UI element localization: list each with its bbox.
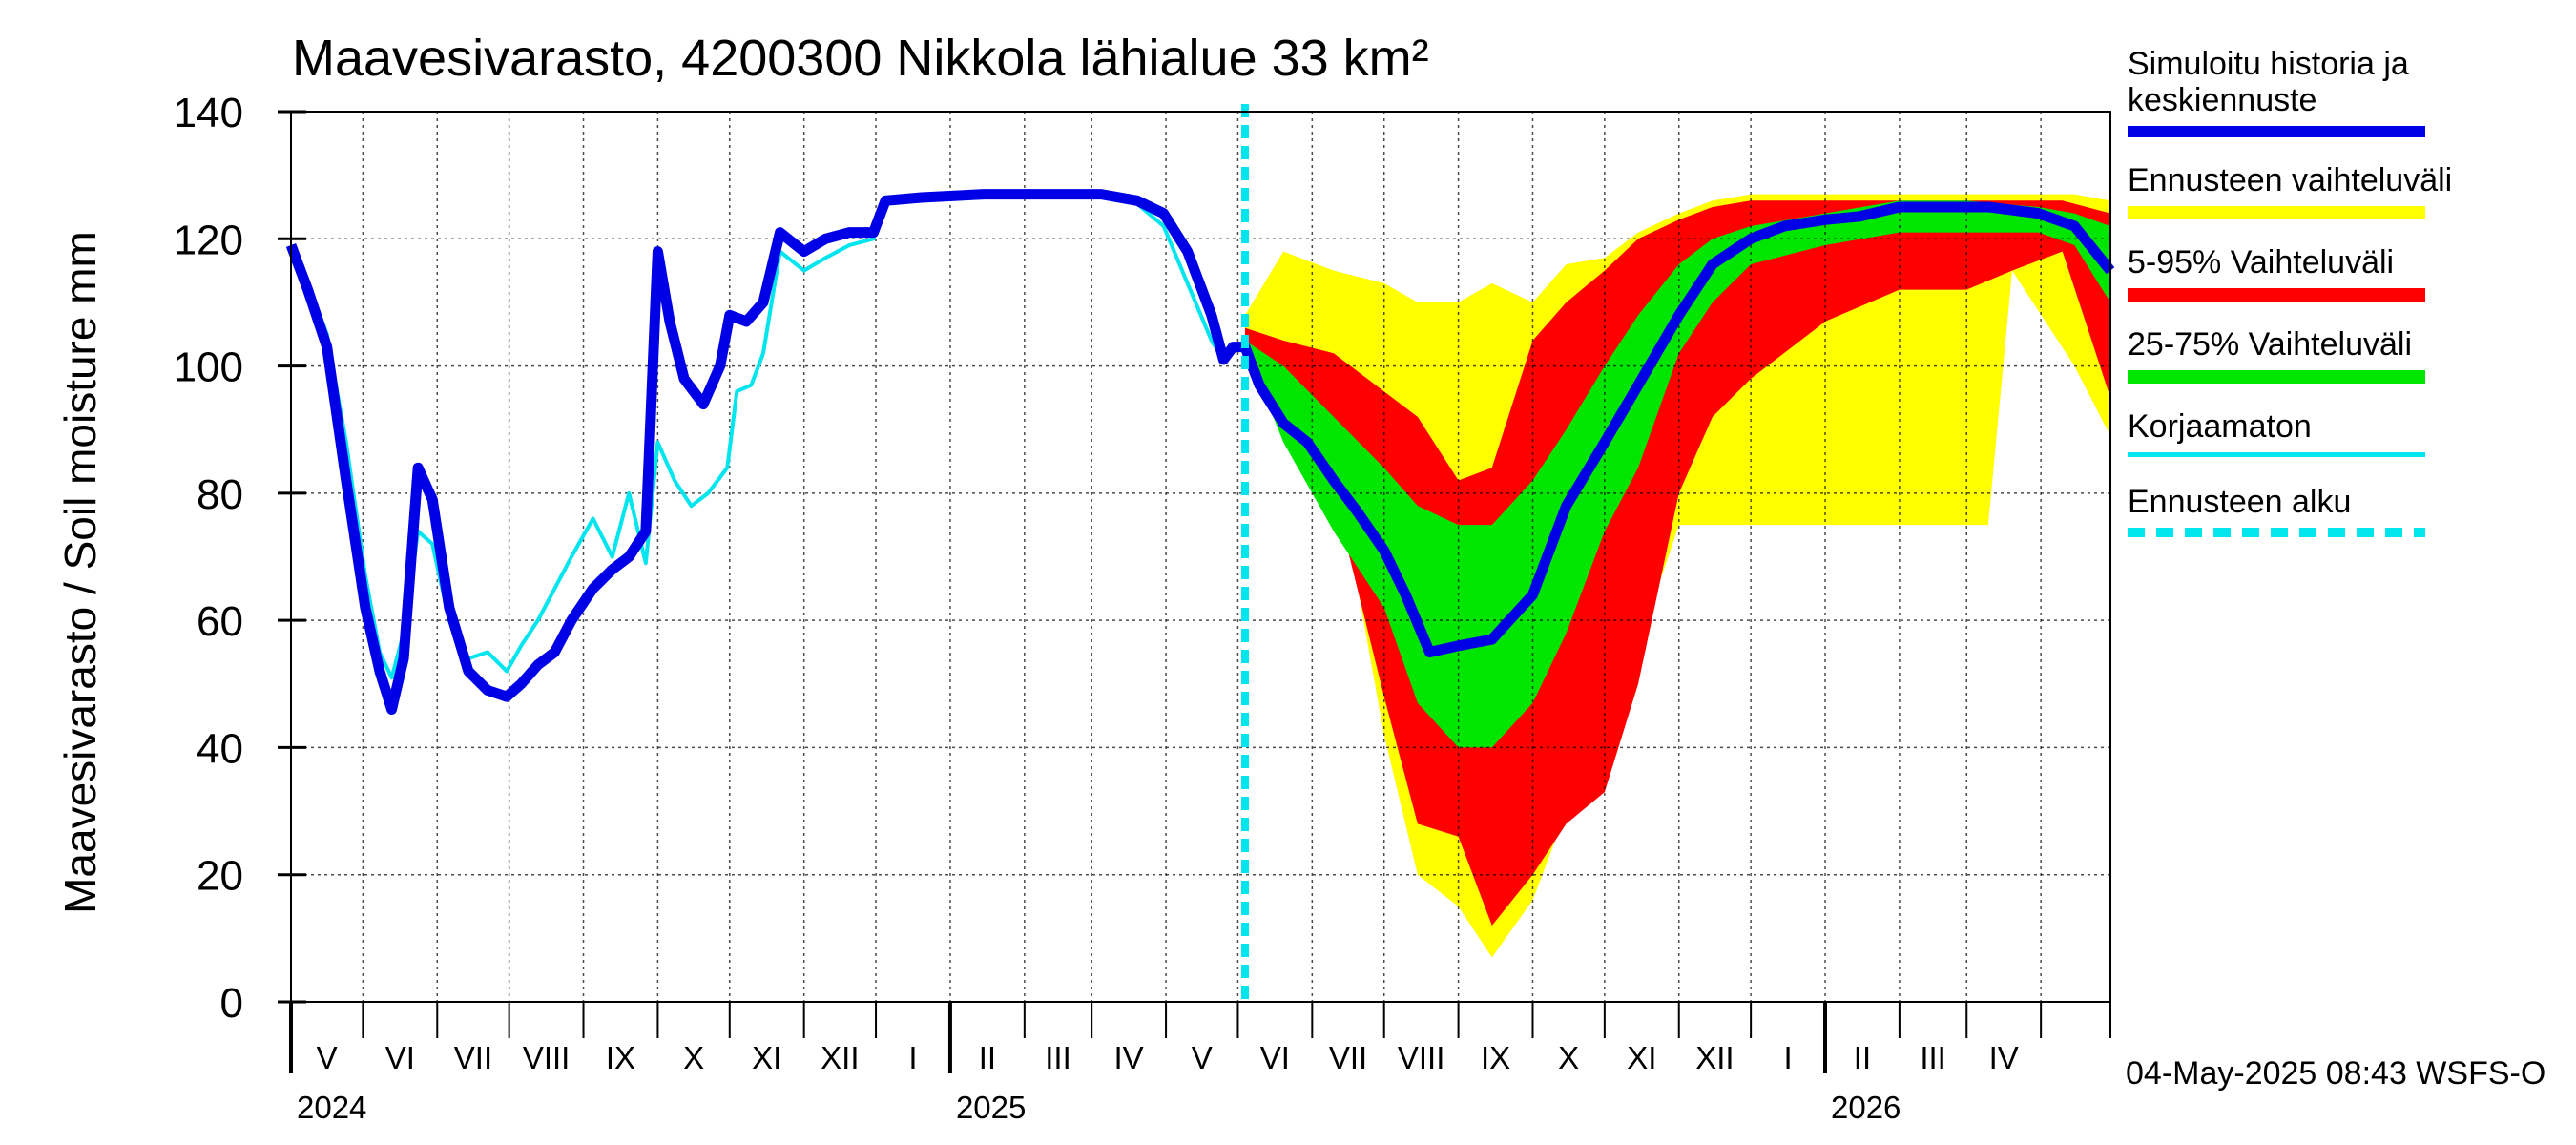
legend-label-forecast-start: Ennusteen alku (2128, 484, 2352, 520)
y-tick-label: 140 (174, 90, 243, 136)
month-label: IV (1989, 1040, 2019, 1075)
legend-swatch-25-75 (2128, 370, 2425, 384)
legend-label-range: Ennusteen vaihteluväli (2128, 162, 2453, 198)
y-tick-label: 100 (174, 344, 243, 391)
y-tick-label: 120 (174, 217, 243, 263)
month-label: VIII (523, 1040, 571, 1075)
legend-item-uncorrected: Korjaamaton (2128, 408, 2566, 457)
month-label: X (683, 1040, 704, 1075)
legend-label-25-75: 25-75% Vaihteluväli (2128, 326, 2412, 363)
legend-item-forecast-start: Ennusteen alku (2128, 484, 2566, 537)
y-tick-label: 0 (220, 980, 243, 1027)
month-label: VIII (1398, 1040, 1445, 1075)
timestamp: 04-May-2025 08:43 WSFS-O (2126, 1055, 2546, 1092)
month-label: I (1783, 1040, 1792, 1075)
legend-swatch-mean (2128, 126, 2425, 137)
legend-item-range: Ennusteen vaihteluväli (2128, 162, 2566, 219)
month-label: XII (1695, 1040, 1734, 1075)
month-label: I (908, 1040, 917, 1075)
month-label: V (1192, 1040, 1213, 1075)
y-tick-label: 80 (197, 471, 243, 518)
legend-swatch-uncorrected (2128, 452, 2425, 457)
y-tick-label: 40 (197, 725, 243, 772)
month-label: XI (1627, 1040, 1656, 1075)
month-label: X (1558, 1040, 1579, 1075)
mean-series-line (285, 189, 2115, 715)
month-label: IV (1114, 1040, 1144, 1075)
legend: Simuloitu historia ja keskiennuste Ennus… (2128, 46, 2566, 537)
month-label: III (1920, 1040, 1946, 1075)
legend-label-mean: Simuloitu historia ja keskiennuste (2128, 46, 2409, 118)
grid-layer (291, 112, 2110, 1002)
month-label: XII (821, 1040, 859, 1075)
month-label: VI (385, 1040, 415, 1075)
year-label: 2025 (956, 1090, 1026, 1125)
month-label: XI (752, 1040, 781, 1075)
month-label: III (1045, 1040, 1071, 1075)
month-label: IX (1481, 1040, 1510, 1075)
band-25-75 (1244, 200, 2110, 748)
legend-item-5-95: 5-95% Vaihteluväli (2128, 244, 2566, 302)
legend-label-5-95: 5-95% Vaihteluväli (2128, 244, 2395, 281)
legend-item-mean: Simuloitu historia ja keskiennuste (2128, 46, 2566, 137)
plot-frame (290, 111, 2111, 1003)
month-label: II (979, 1040, 996, 1075)
chart-title: Maavesivarasto, 4200300 Nikkola lähialue… (292, 30, 1429, 87)
bands-layer (1244, 194, 2110, 958)
month-label: II (1854, 1040, 1871, 1075)
month-label: V (317, 1040, 338, 1075)
month-label: VII (454, 1040, 492, 1075)
legend-swatch-range (2128, 206, 2425, 219)
month-label: VI (1260, 1040, 1290, 1075)
legend-item-25-75: 25-75% Vaihteluväli (2128, 326, 2566, 384)
legend-label-uncorrected: Korjaamaton (2128, 408, 2312, 445)
month-label: IX (606, 1040, 635, 1075)
month-label: VII (1329, 1040, 1367, 1075)
y-tick-label: 60 (197, 598, 243, 645)
year-label: 2026 (1831, 1090, 1901, 1125)
legend-swatch-forecast-start (2128, 528, 2425, 537)
lines-layer (285, 104, 2115, 1002)
year-label: 2024 (297, 1090, 366, 1125)
y-tick-label: 20 (197, 853, 243, 900)
legend-swatch-5-95 (2128, 288, 2425, 302)
